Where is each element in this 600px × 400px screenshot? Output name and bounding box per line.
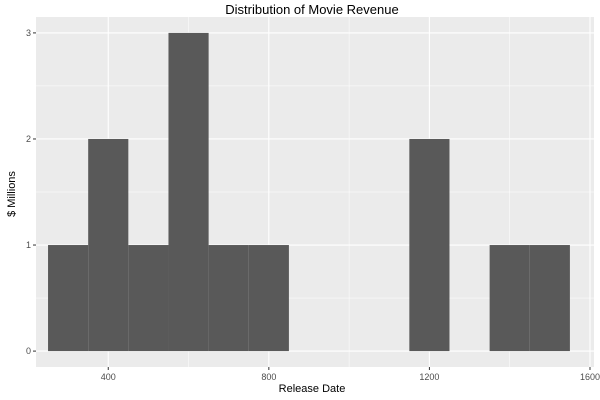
y-tick-label-0: 0 (26, 346, 31, 356)
histogram-bar-9 (409, 138, 450, 352)
y-axis: 0 1 2 3 (26, 28, 36, 356)
x-tick-label-800: 800 (261, 372, 276, 382)
x-tick-label-1600: 1600 (580, 372, 600, 382)
histogram-bar-11 (489, 245, 530, 352)
histogram-bar-5 (248, 245, 289, 352)
x-axis: 400 800 1200 1600 (101, 367, 600, 382)
bars (48, 32, 570, 352)
histogram-bar-12 (529, 245, 570, 352)
x-tick-label-400: 400 (101, 372, 116, 382)
y-tick-label-1: 1 (26, 240, 31, 250)
histogram-bar-0 (48, 245, 89, 352)
histogram-bar-4 (208, 245, 249, 352)
histogram-bar-2 (128, 245, 169, 352)
y-tick-label-3: 3 (26, 28, 31, 38)
y-axis-title: $ Millions (6, 171, 18, 217)
y-tick-label-2: 2 (26, 134, 31, 144)
histogram-bar-1 (88, 138, 129, 352)
x-axis-title: Release Date (279, 383, 346, 395)
chart-title: Distribution of Movie Revenue (225, 2, 398, 17)
histogram-bar-3 (168, 32, 209, 352)
x-tick-label-1200: 1200 (419, 372, 439, 382)
